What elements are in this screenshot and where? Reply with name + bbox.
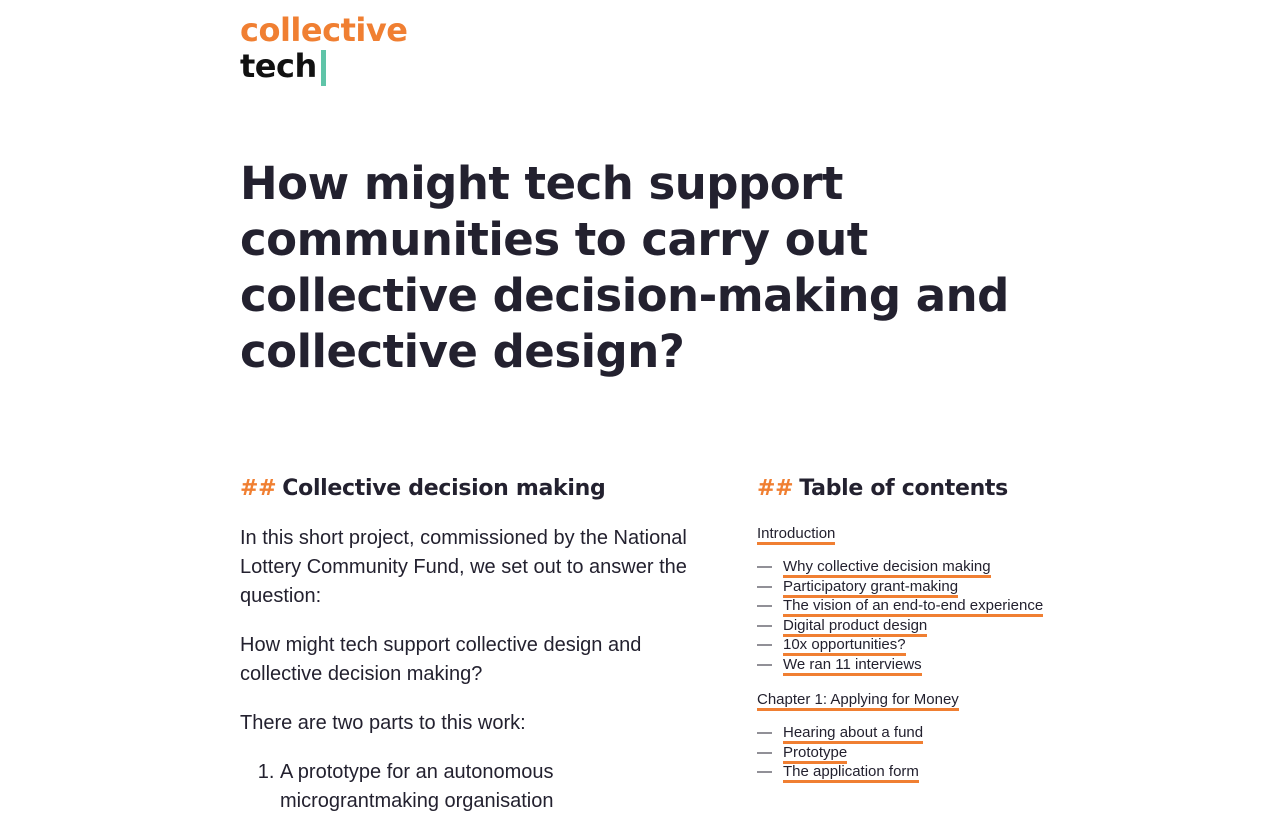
parts-paragraph: There are two parts to this work: — [240, 712, 526, 734]
table-of-contents: ## Table of contents Introduction — Why co… — [757, 474, 1047, 783]
list-item: — The vision of an end-to-end experience — [757, 596, 1047, 617]
heading-hash: ## — [757, 476, 794, 501]
toc-link-prototype[interactable]: Prototype — [783, 743, 848, 764]
toc-link-chapter-1[interactable]: Chapter 1: Applying for Money — [757, 691, 959, 711]
toc-link-hearing[interactable]: Hearing about a fund — [783, 724, 924, 744]
intro-paragraph: In this short project, commissioned by t… — [240, 527, 687, 607]
toc-list-introduction: — Why collective decision making — Partici… — [757, 557, 1047, 676]
toc-link-why-collective[interactable]: Why collective decision making — [783, 558, 991, 578]
toc-link-digital-product[interactable]: Digital product design — [783, 616, 928, 637]
list-item: — We ran 11 interviews — [757, 655, 1047, 676]
list-item: A prototype for an autonomous microgrant… — [280, 758, 690, 816]
toc-list-chapter-1: — Hearing about a fund — Prototype — The ap… — [757, 723, 1047, 783]
section-heading-text: Collective decision making — [282, 476, 606, 501]
logo-cursor-icon — [320, 50, 326, 86]
site-logo[interactable]: collective tech — [240, 11, 408, 86]
list-item: — Hearing about a fund — [757, 723, 1047, 744]
parts-list: A prototype for an autonomous microgrant… — [240, 758, 690, 816]
list-item: — Participatory grant-making — [757, 577, 1047, 598]
list-item: — Why collective decision making — [757, 557, 1047, 578]
content-column: ## Collective decision making In this sho… — [240, 474, 690, 816]
heading-hash: ## — [240, 476, 277, 501]
list-item: — Digital product design — [757, 616, 1047, 637]
toc-heading: ## Table of contents — [757, 474, 1047, 504]
toc-link-participatory[interactable]: Participatory grant-making — [783, 577, 959, 598]
toc-link-application-form[interactable]: The application form — [783, 763, 919, 783]
logo-word-tech: tech — [240, 47, 317, 85]
list-item: —10x opportunities? — [757, 635, 1047, 656]
list-item: — Prototype — [757, 743, 1047, 764]
section-heading: ## Collective decision making — [240, 474, 690, 504]
question-paragraph: How might tech support collective design… — [240, 634, 642, 685]
logo-word-collective: collective — [240, 11, 408, 49]
toc-link-interviews[interactable]: We ran 11 interviews — [783, 655, 922, 676]
toc-section-chapter-1: Chapter 1: Applying for Money — Hearing a… — [757, 690, 1047, 783]
page-title: How might tech support communities to ca… — [240, 157, 1009, 378]
toc-section-introduction: Introduction — Why collective decision ma… — [757, 524, 1047, 676]
list-item: — The application form — [757, 762, 1047, 783]
toc-link-vision[interactable]: The vision of an end-to-end experience — [783, 597, 1044, 617]
toc-link-10x[interactable]: 10x opportunities? — [783, 636, 906, 656]
toc-link-introduction[interactable]: Introduction — [757, 525, 836, 545]
toc-heading-text: Table of contents — [799, 476, 1008, 501]
